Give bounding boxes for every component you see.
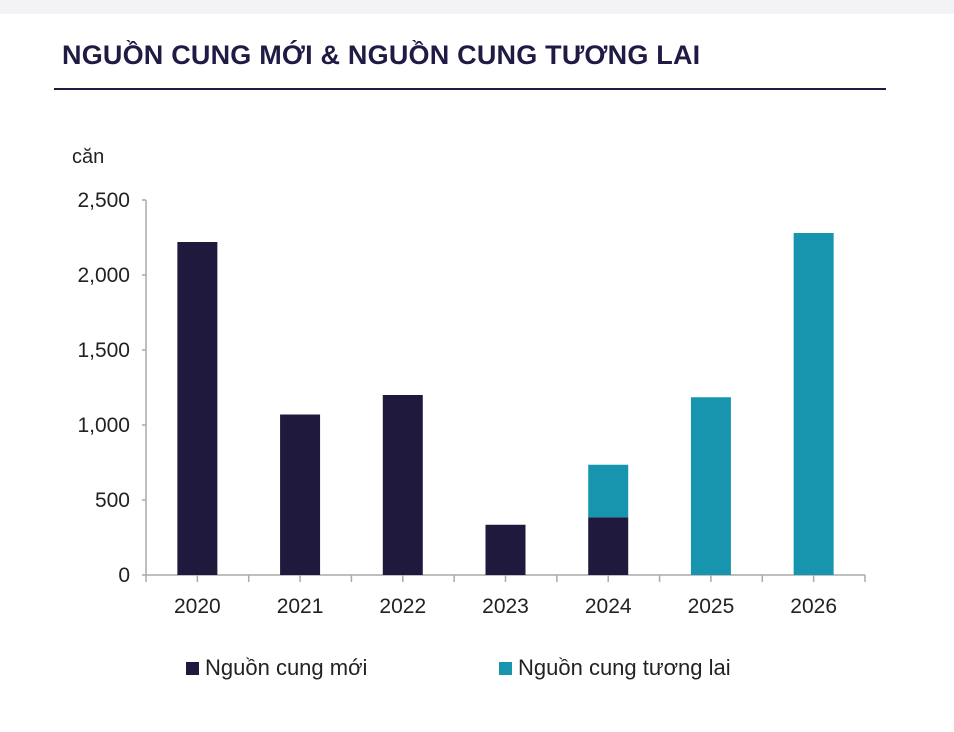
legend-swatch bbox=[499, 661, 512, 675]
x-tick-label: 2021 bbox=[277, 595, 324, 618]
legend-label: Nguồn cung tương lai bbox=[518, 655, 731, 680]
top-bar bbox=[0, 0, 954, 14]
bar-2024-new-supply bbox=[588, 517, 629, 575]
x-tick-label: 2023 bbox=[482, 595, 529, 618]
legend-label: Nguồn cung mới bbox=[205, 655, 368, 680]
legend-item-new-supply: Nguồn cung mới bbox=[186, 655, 367, 681]
bar-2026-future-supply bbox=[793, 233, 834, 575]
y-tick-label: 1,000 bbox=[77, 414, 130, 437]
y-axis-label: căn bbox=[72, 146, 105, 168]
bar-2023-new-supply bbox=[485, 524, 526, 575]
bar-2025-future-supply bbox=[690, 397, 731, 575]
bar-2021-new-supply bbox=[280, 414, 321, 575]
y-tick-label: 0 bbox=[118, 564, 130, 587]
bar-2024-future-supply bbox=[588, 464, 629, 518]
legend-swatch bbox=[186, 661, 199, 675]
y-tick-label: 2,000 bbox=[77, 264, 130, 287]
bar-2020-new-supply bbox=[177, 242, 218, 575]
x-tick-label: 2020 bbox=[174, 595, 221, 618]
legend-item-future-supply: Nguồn cung tương lai bbox=[499, 655, 731, 681]
y-tick-label: 500 bbox=[95, 489, 130, 512]
x-tick-label: 2025 bbox=[688, 595, 735, 618]
x-tick-label: 2026 bbox=[790, 595, 837, 618]
chart-title: NGUỒN CUNG MỚI & NGUỒN CUNG TƯƠNG LAI bbox=[62, 40, 701, 70]
x-tick-label: 2022 bbox=[379, 595, 426, 618]
x-tick-label: 2024 bbox=[585, 595, 632, 618]
bar-2022-new-supply bbox=[382, 395, 423, 575]
title-underline bbox=[54, 88, 886, 90]
y-tick-label: 1,500 bbox=[77, 339, 130, 362]
y-tick-label: 2,500 bbox=[77, 189, 130, 212]
